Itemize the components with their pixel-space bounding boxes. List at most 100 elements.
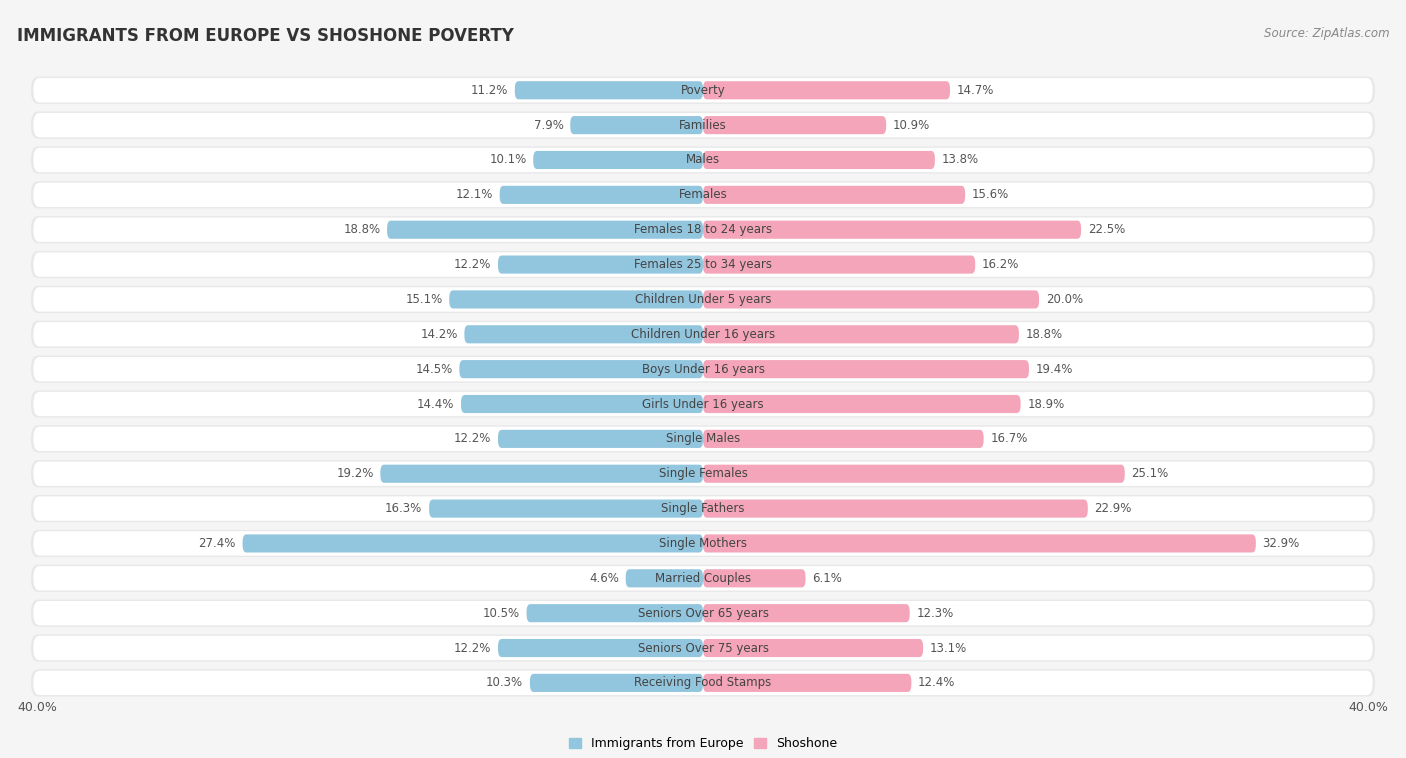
FancyBboxPatch shape: [34, 462, 1372, 486]
Text: Females 25 to 34 years: Females 25 to 34 years: [634, 258, 772, 271]
Text: Poverty: Poverty: [681, 84, 725, 97]
FancyBboxPatch shape: [34, 601, 1372, 625]
FancyBboxPatch shape: [498, 255, 703, 274]
FancyBboxPatch shape: [703, 255, 976, 274]
FancyBboxPatch shape: [703, 186, 965, 204]
FancyBboxPatch shape: [34, 357, 1372, 381]
FancyBboxPatch shape: [31, 286, 1375, 313]
FancyBboxPatch shape: [703, 534, 1256, 553]
FancyBboxPatch shape: [527, 604, 703, 622]
Text: Single Females: Single Females: [658, 467, 748, 481]
FancyBboxPatch shape: [34, 287, 1372, 312]
FancyBboxPatch shape: [626, 569, 703, 587]
FancyBboxPatch shape: [703, 674, 911, 692]
FancyBboxPatch shape: [34, 496, 1372, 521]
Text: 16.7%: 16.7%: [990, 432, 1028, 446]
FancyBboxPatch shape: [31, 669, 1375, 697]
Text: Males: Males: [686, 153, 720, 167]
FancyBboxPatch shape: [31, 425, 1375, 453]
FancyBboxPatch shape: [34, 218, 1372, 242]
Text: 15.1%: 15.1%: [405, 293, 443, 306]
Text: Source: ZipAtlas.com: Source: ZipAtlas.com: [1264, 27, 1389, 39]
FancyBboxPatch shape: [34, 636, 1372, 660]
FancyBboxPatch shape: [34, 252, 1372, 277]
Text: 10.9%: 10.9%: [893, 119, 931, 132]
FancyBboxPatch shape: [703, 325, 1019, 343]
FancyBboxPatch shape: [31, 600, 1375, 627]
Text: 12.2%: 12.2%: [454, 432, 491, 446]
FancyBboxPatch shape: [498, 639, 703, 657]
FancyBboxPatch shape: [31, 216, 1375, 243]
FancyBboxPatch shape: [34, 113, 1372, 137]
Text: 19.4%: 19.4%: [1036, 362, 1073, 376]
FancyBboxPatch shape: [703, 639, 924, 657]
Text: 12.4%: 12.4%: [918, 676, 956, 689]
Text: 18.8%: 18.8%: [1025, 327, 1063, 341]
Text: Seniors Over 75 years: Seniors Over 75 years: [637, 641, 769, 654]
Text: 20.0%: 20.0%: [1046, 293, 1083, 306]
FancyBboxPatch shape: [31, 356, 1375, 383]
Text: 16.2%: 16.2%: [981, 258, 1019, 271]
Text: 10.1%: 10.1%: [489, 153, 527, 167]
FancyBboxPatch shape: [703, 360, 1029, 378]
FancyBboxPatch shape: [31, 495, 1375, 522]
FancyBboxPatch shape: [498, 430, 703, 448]
FancyBboxPatch shape: [381, 465, 703, 483]
FancyBboxPatch shape: [703, 569, 806, 587]
Text: Females 18 to 24 years: Females 18 to 24 years: [634, 223, 772, 236]
FancyBboxPatch shape: [703, 465, 1125, 483]
Text: 14.2%: 14.2%: [420, 327, 458, 341]
Text: Children Under 16 years: Children Under 16 years: [631, 327, 775, 341]
Text: 13.1%: 13.1%: [929, 641, 967, 654]
Text: Girls Under 16 years: Girls Under 16 years: [643, 397, 763, 411]
FancyBboxPatch shape: [34, 183, 1372, 207]
Text: Boys Under 16 years: Boys Under 16 years: [641, 362, 765, 376]
FancyBboxPatch shape: [34, 566, 1372, 590]
FancyBboxPatch shape: [703, 81, 950, 99]
Text: Single Fathers: Single Fathers: [661, 502, 745, 515]
Text: 6.1%: 6.1%: [813, 572, 842, 585]
FancyBboxPatch shape: [34, 322, 1372, 346]
Text: 15.6%: 15.6%: [972, 188, 1010, 202]
FancyBboxPatch shape: [34, 148, 1372, 172]
FancyBboxPatch shape: [31, 111, 1375, 139]
Text: 40.0%: 40.0%: [1348, 701, 1389, 715]
FancyBboxPatch shape: [31, 251, 1375, 278]
Text: IMMIGRANTS FROM EUROPE VS SHOSHONE POVERTY: IMMIGRANTS FROM EUROPE VS SHOSHONE POVER…: [17, 27, 513, 45]
Text: Seniors Over 65 years: Seniors Over 65 years: [637, 606, 769, 620]
FancyBboxPatch shape: [34, 427, 1372, 451]
Text: 14.7%: 14.7%: [956, 84, 994, 97]
Text: Receiving Food Stamps: Receiving Food Stamps: [634, 676, 772, 689]
FancyBboxPatch shape: [703, 395, 1021, 413]
FancyBboxPatch shape: [499, 186, 703, 204]
Text: 27.4%: 27.4%: [198, 537, 236, 550]
FancyBboxPatch shape: [31, 77, 1375, 104]
Text: 40.0%: 40.0%: [17, 701, 58, 715]
Text: 18.9%: 18.9%: [1028, 397, 1064, 411]
FancyBboxPatch shape: [429, 500, 703, 518]
Text: 25.1%: 25.1%: [1132, 467, 1168, 481]
Text: Single Mothers: Single Mothers: [659, 537, 747, 550]
FancyBboxPatch shape: [31, 530, 1375, 557]
FancyBboxPatch shape: [34, 531, 1372, 556]
FancyBboxPatch shape: [31, 460, 1375, 487]
Text: 32.9%: 32.9%: [1263, 537, 1299, 550]
Text: 10.5%: 10.5%: [482, 606, 520, 620]
Text: 7.9%: 7.9%: [534, 119, 564, 132]
FancyBboxPatch shape: [450, 290, 703, 309]
FancyBboxPatch shape: [703, 151, 935, 169]
FancyBboxPatch shape: [530, 674, 703, 692]
Text: 4.6%: 4.6%: [589, 572, 619, 585]
FancyBboxPatch shape: [31, 181, 1375, 208]
FancyBboxPatch shape: [31, 146, 1375, 174]
FancyBboxPatch shape: [703, 221, 1081, 239]
Text: 14.5%: 14.5%: [415, 362, 453, 376]
Text: 16.3%: 16.3%: [385, 502, 422, 515]
FancyBboxPatch shape: [703, 290, 1039, 309]
FancyBboxPatch shape: [34, 671, 1372, 695]
Text: 10.3%: 10.3%: [486, 676, 523, 689]
Text: 18.8%: 18.8%: [343, 223, 381, 236]
FancyBboxPatch shape: [243, 534, 703, 553]
Text: 12.2%: 12.2%: [454, 258, 491, 271]
FancyBboxPatch shape: [703, 116, 886, 134]
